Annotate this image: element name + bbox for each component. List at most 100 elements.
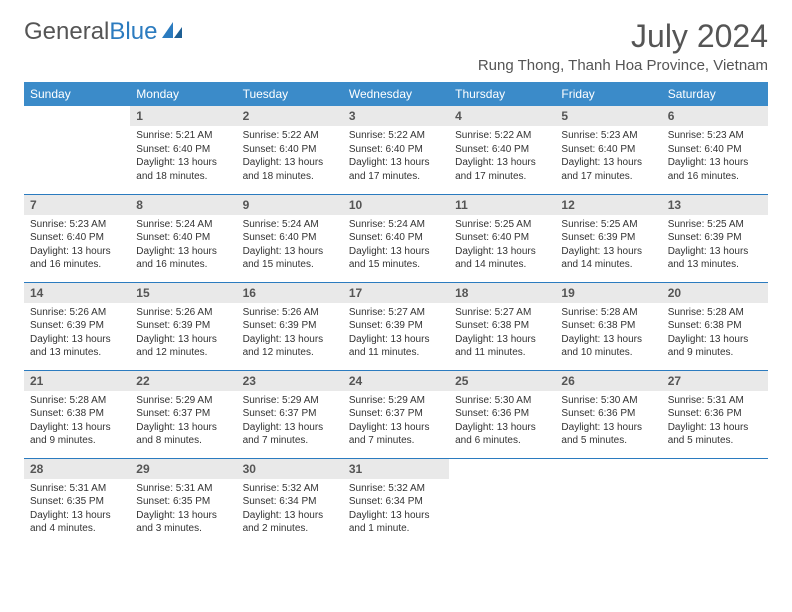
sunset-text: Sunset: 6:40 PM [349, 143, 443, 157]
day-cell: 23Sunrise: 5:29 AMSunset: 6:37 PMDayligh… [237, 370, 343, 458]
daylight-text: Daylight: 13 hours and 1 minute. [349, 509, 443, 536]
day-cell: 27Sunrise: 5:31 AMSunset: 6:36 PMDayligh… [662, 370, 768, 458]
day-body: Sunrise: 5:28 AMSunset: 6:38 PMDaylight:… [24, 391, 130, 454]
day-body: Sunrise: 5:28 AMSunset: 6:38 PMDaylight:… [662, 303, 768, 366]
sunset-text: Sunset: 6:36 PM [668, 407, 762, 421]
day-cell: 25Sunrise: 5:30 AMSunset: 6:36 PMDayligh… [449, 370, 555, 458]
day-body: Sunrise: 5:31 AMSunset: 6:35 PMDaylight:… [130, 479, 236, 542]
sunrise-text: Sunrise: 5:23 AM [30, 218, 124, 232]
day-number: 19 [555, 283, 661, 303]
day-cell: 3Sunrise: 5:22 AMSunset: 6:40 PMDaylight… [343, 106, 449, 194]
day-body: Sunrise: 5:26 AMSunset: 6:39 PMDaylight:… [237, 303, 343, 366]
day-cell: 2Sunrise: 5:22 AMSunset: 6:40 PMDaylight… [237, 106, 343, 194]
daylight-text: Daylight: 13 hours and 11 minutes. [455, 333, 549, 360]
sunset-text: Sunset: 6:40 PM [349, 231, 443, 245]
day-number: 13 [662, 195, 768, 215]
day-number: 3 [343, 106, 449, 126]
day-cell: 4Sunrise: 5:22 AMSunset: 6:40 PMDaylight… [449, 106, 555, 194]
week-row: 1Sunrise: 5:21 AMSunset: 6:40 PMDaylight… [24, 106, 768, 194]
sunset-text: Sunset: 6:40 PM [136, 231, 230, 245]
calendar-table: Sunday Monday Tuesday Wednesday Thursday… [24, 82, 768, 546]
sunrise-text: Sunrise: 5:26 AM [136, 306, 230, 320]
day-number: 4 [449, 106, 555, 126]
day-header: Saturday [662, 82, 768, 106]
sunset-text: Sunset: 6:38 PM [668, 319, 762, 333]
day-number: 26 [555, 371, 661, 391]
day-number: 11 [449, 195, 555, 215]
day-cell: 31Sunrise: 5:32 AMSunset: 6:34 PMDayligh… [343, 458, 449, 546]
daylight-text: Daylight: 13 hours and 17 minutes. [455, 156, 549, 183]
day-number: 12 [555, 195, 661, 215]
day-cell: 8Sunrise: 5:24 AMSunset: 6:40 PMDaylight… [130, 194, 236, 282]
daylight-text: Daylight: 13 hours and 18 minutes. [136, 156, 230, 183]
sunset-text: Sunset: 6:39 PM [349, 319, 443, 333]
day-number: 21 [24, 371, 130, 391]
sunrise-text: Sunrise: 5:28 AM [668, 306, 762, 320]
daylight-text: Daylight: 13 hours and 2 minutes. [243, 509, 337, 536]
day-cell: 15Sunrise: 5:26 AMSunset: 6:39 PMDayligh… [130, 282, 236, 370]
day-number: 22 [130, 371, 236, 391]
week-row: 28Sunrise: 5:31 AMSunset: 6:35 PMDayligh… [24, 458, 768, 546]
day-body: Sunrise: 5:22 AMSunset: 6:40 PMDaylight:… [449, 126, 555, 189]
sunset-text: Sunset: 6:37 PM [243, 407, 337, 421]
location-text: Rung Thong, Thanh Hoa Province, Vietnam [478, 57, 768, 74]
day-body: Sunrise: 5:25 AMSunset: 6:39 PMDaylight:… [662, 215, 768, 278]
day-body: Sunrise: 5:26 AMSunset: 6:39 PMDaylight:… [130, 303, 236, 366]
day-number: 6 [662, 106, 768, 126]
day-number: 5 [555, 106, 661, 126]
sunrise-text: Sunrise: 5:27 AM [455, 306, 549, 320]
day-cell: 16Sunrise: 5:26 AMSunset: 6:39 PMDayligh… [237, 282, 343, 370]
logo: GeneralBlue [24, 18, 183, 46]
sunrise-text: Sunrise: 5:29 AM [243, 394, 337, 408]
daylight-text: Daylight: 13 hours and 9 minutes. [668, 333, 762, 360]
day-cell: 17Sunrise: 5:27 AMSunset: 6:39 PMDayligh… [343, 282, 449, 370]
sunrise-text: Sunrise: 5:21 AM [136, 129, 230, 143]
day-body: Sunrise: 5:23 AMSunset: 6:40 PMDaylight:… [662, 126, 768, 189]
day-cell: 22Sunrise: 5:29 AMSunset: 6:37 PMDayligh… [130, 370, 236, 458]
day-body: Sunrise: 5:24 AMSunset: 6:40 PMDaylight:… [130, 215, 236, 278]
day-body: Sunrise: 5:30 AMSunset: 6:36 PMDaylight:… [555, 391, 661, 454]
sunset-text: Sunset: 6:38 PM [561, 319, 655, 333]
sunrise-text: Sunrise: 5:27 AM [349, 306, 443, 320]
day-header: Friday [555, 82, 661, 106]
day-body: Sunrise: 5:24 AMSunset: 6:40 PMDaylight:… [343, 215, 449, 278]
daylight-text: Daylight: 13 hours and 8 minutes. [136, 421, 230, 448]
day-number: 7 [24, 195, 130, 215]
daylight-text: Daylight: 13 hours and 16 minutes. [30, 245, 124, 272]
day-body: Sunrise: 5:23 AMSunset: 6:40 PMDaylight:… [24, 215, 130, 278]
day-cell: 7Sunrise: 5:23 AMSunset: 6:40 PMDaylight… [24, 194, 130, 282]
day-cell: 21Sunrise: 5:28 AMSunset: 6:38 PMDayligh… [24, 370, 130, 458]
sunrise-text: Sunrise: 5:24 AM [243, 218, 337, 232]
sunrise-text: Sunrise: 5:22 AM [455, 129, 549, 143]
day-cell [662, 458, 768, 546]
day-cell: 19Sunrise: 5:28 AMSunset: 6:38 PMDayligh… [555, 282, 661, 370]
sunset-text: Sunset: 6:40 PM [136, 143, 230, 157]
sunset-text: Sunset: 6:39 PM [136, 319, 230, 333]
day-cell: 14Sunrise: 5:26 AMSunset: 6:39 PMDayligh… [24, 282, 130, 370]
sunrise-text: Sunrise: 5:30 AM [455, 394, 549, 408]
sunrise-text: Sunrise: 5:31 AM [668, 394, 762, 408]
day-number: 27 [662, 371, 768, 391]
daylight-text: Daylight: 13 hours and 6 minutes. [455, 421, 549, 448]
daylight-text: Daylight: 13 hours and 3 minutes. [136, 509, 230, 536]
sunset-text: Sunset: 6:40 PM [668, 143, 762, 157]
day-body: Sunrise: 5:32 AMSunset: 6:34 PMDaylight:… [343, 479, 449, 542]
daylight-text: Daylight: 13 hours and 13 minutes. [30, 333, 124, 360]
sunset-text: Sunset: 6:40 PM [243, 143, 337, 157]
day-body: Sunrise: 5:27 AMSunset: 6:38 PMDaylight:… [449, 303, 555, 366]
day-number: 17 [343, 283, 449, 303]
sunrise-text: Sunrise: 5:22 AM [243, 129, 337, 143]
day-number: 28 [24, 459, 130, 479]
day-cell [449, 458, 555, 546]
day-cell [24, 106, 130, 194]
day-header-row: Sunday Monday Tuesday Wednesday Thursday… [24, 82, 768, 106]
sunrise-text: Sunrise: 5:26 AM [30, 306, 124, 320]
daylight-text: Daylight: 13 hours and 7 minutes. [243, 421, 337, 448]
day-body: Sunrise: 5:21 AMSunset: 6:40 PMDaylight:… [130, 126, 236, 189]
logo-text-2: Blue [109, 18, 157, 46]
day-number: 14 [24, 283, 130, 303]
day-number: 30 [237, 459, 343, 479]
daylight-text: Daylight: 13 hours and 15 minutes. [349, 245, 443, 272]
day-body: Sunrise: 5:22 AMSunset: 6:40 PMDaylight:… [343, 126, 449, 189]
sunrise-text: Sunrise: 5:29 AM [136, 394, 230, 408]
